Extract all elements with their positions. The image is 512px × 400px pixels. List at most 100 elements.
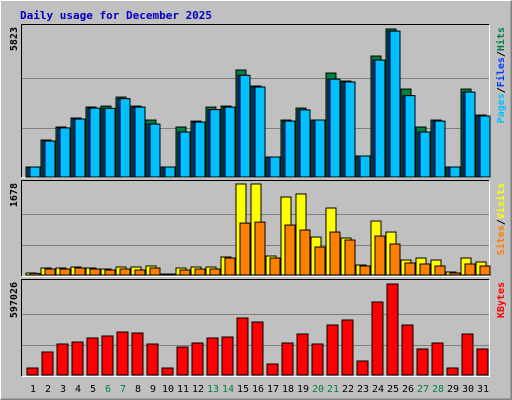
bar (251, 321, 264, 376)
chart-title: Daily usage for December 2025 (20, 9, 212, 22)
bar (281, 342, 294, 376)
x-tick-label: 10 (162, 384, 174, 395)
bar (164, 166, 176, 178)
bar (29, 272, 41, 276)
legend: Sites/Visits (495, 183, 507, 255)
x-tick-label: 22 (342, 384, 354, 395)
x-tick-label: 4 (75, 384, 81, 395)
bar (119, 268, 131, 276)
bar (404, 95, 416, 178)
bar (374, 59, 386, 178)
legend-entry: Visits (495, 183, 507, 219)
x-tick-label: 20 (312, 384, 324, 395)
bar (344, 81, 356, 178)
panel-edge-dark (21, 279, 490, 377)
x-tick-label: 13 (207, 384, 219, 395)
x-tick-label: 9 (150, 384, 156, 395)
x-tick-label: 30 (462, 384, 474, 395)
bar (209, 268, 221, 276)
bar (389, 30, 401, 178)
bar (179, 131, 191, 178)
bar (59, 127, 71, 178)
bar (149, 123, 161, 178)
bar (44, 268, 56, 276)
y-tick-label: 1678 (9, 183, 20, 207)
bar (314, 246, 326, 276)
x-tick-label: 6 (105, 384, 111, 395)
bar (359, 155, 371, 178)
bar (374, 235, 386, 276)
x-tick-label: 23 (357, 384, 369, 395)
x-tick-label: 25 (387, 384, 399, 395)
bar (356, 360, 369, 376)
x-tick-label: 3 (60, 384, 66, 395)
x-tick-label: 16 (252, 384, 264, 395)
legend-entry: Pages (496, 93, 507, 123)
legend: Pages/Files/Hits (495, 27, 507, 123)
bar (254, 86, 266, 178)
bar (104, 107, 116, 178)
panel-edge-dark (21, 180, 490, 277)
x-tick-label: 2 (45, 384, 51, 395)
legend-entry: Sites (495, 225, 507, 255)
bar (44, 140, 56, 178)
bar (239, 222, 251, 276)
x-tick-label: 28 (432, 384, 444, 395)
bar (449, 272, 461, 276)
bar (326, 324, 339, 376)
bar (164, 273, 176, 276)
bar (299, 229, 311, 276)
bar (284, 120, 296, 178)
y-tick-label: 5823 (9, 27, 20, 51)
bar (401, 324, 414, 376)
bar (194, 121, 206, 178)
panel-edge-light (21, 279, 490, 377)
bar (176, 346, 189, 376)
x-tick-label: 14 (222, 384, 234, 395)
bar (386, 283, 399, 376)
bar (479, 115, 491, 178)
bar (29, 166, 41, 178)
bar (269, 257, 281, 276)
x-tick-label: 5 (90, 384, 96, 395)
bar (89, 268, 101, 276)
bar (359, 265, 371, 276)
x-tick-label: 18 (282, 384, 294, 395)
x-tick-label: 19 (297, 384, 309, 395)
legend-entry: KBytes (496, 282, 507, 318)
bar (404, 262, 416, 276)
bar (236, 317, 249, 376)
bar (266, 363, 279, 376)
bar (119, 98, 131, 178)
bar (434, 120, 446, 178)
bar (344, 239, 356, 276)
bar (431, 342, 444, 376)
legend: KBytes (496, 282, 507, 318)
bar (464, 263, 476, 276)
bar (314, 119, 326, 178)
legend-separator: / (496, 51, 507, 57)
x-tick-label: 8 (135, 384, 141, 395)
bar (239, 74, 251, 178)
bar (389, 243, 401, 276)
x-tick-label: 7 (120, 384, 126, 395)
bar (224, 106, 236, 178)
bar (131, 332, 144, 376)
bar (194, 268, 206, 276)
x-tick-label: 29 (447, 384, 459, 395)
bar (419, 263, 431, 276)
x-tick-label: 24 (372, 384, 384, 395)
bar (89, 107, 101, 178)
legend-separator: / (496, 219, 507, 225)
bar (104, 269, 116, 276)
bar (191, 342, 204, 376)
bar (134, 106, 146, 178)
x-tick-label: 26 (402, 384, 414, 395)
bar (329, 78, 341, 178)
bar (221, 336, 234, 376)
y-tick-label: 597026 (9, 282, 20, 318)
bar (464, 91, 476, 178)
bar (179, 269, 191, 276)
x-tick-label: 31 (477, 384, 489, 395)
